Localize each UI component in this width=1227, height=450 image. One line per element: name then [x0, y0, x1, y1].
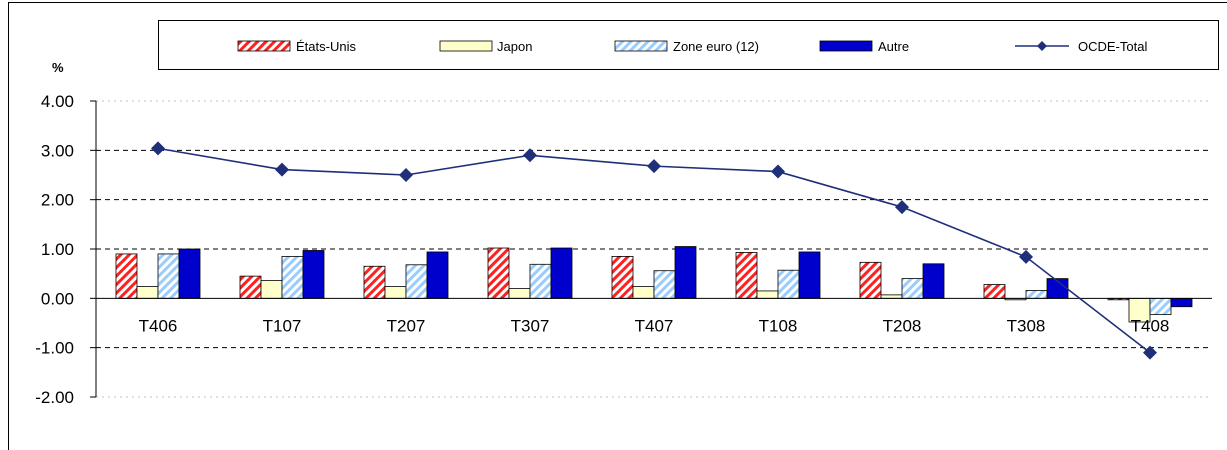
legend-label-ocde-total: OCDE-Total	[1078, 39, 1147, 54]
bar--tats-unis-t307	[487, 247, 510, 299]
point-ocde-total-t308	[1019, 249, 1033, 264]
point-ocde-total-t107	[275, 162, 289, 177]
y-tick-label: 3.00	[41, 141, 74, 160]
point-ocde-total-t108	[771, 164, 785, 179]
bar--tats-unis-t108	[735, 252, 758, 299]
bar-zone-euro-12-t406	[157, 253, 180, 299]
line-series	[151, 141, 1157, 360]
y-tick-label: -1.00	[35, 339, 74, 358]
y-tick-label: 2.00	[41, 191, 74, 210]
axes	[95, 101, 1212, 397]
bar-japon-t107	[260, 280, 283, 299]
bar-zone-euro-12-t408	[1149, 297, 1172, 316]
bar-autre-t406	[178, 248, 201, 299]
x-category-label: T208	[883, 316, 922, 335]
y-axis-unit-label: %	[52, 60, 64, 75]
legend-marker-ocde-total	[1037, 41, 1047, 51]
bar-zone-euro-12-t407	[653, 270, 676, 299]
x-category-label: T407	[635, 316, 674, 335]
x-category-label: T108	[759, 316, 798, 335]
x-category-label: T308	[1007, 316, 1046, 335]
bar-japon-t406	[136, 286, 159, 299]
bar-autre-t108	[798, 251, 821, 299]
point-ocde-total-t407	[647, 159, 661, 174]
x-category-label: T408	[1131, 316, 1170, 335]
bar-autre-t307	[550, 247, 573, 299]
gridlines	[96, 100, 1212, 398]
legend-swatch-japon	[439, 40, 493, 52]
point-ocde-total-t406	[151, 141, 165, 156]
bar--tats-unis-t406	[115, 253, 138, 299]
point-ocde-total-t408	[1143, 345, 1157, 360]
legend-swatch-zone-euro-12	[614, 40, 668, 52]
y-tick-label: 1.00	[41, 240, 74, 259]
legend-swatch--tats-unis	[237, 40, 291, 52]
bar-autre-t407	[674, 246, 697, 299]
bar-autre-t208	[922, 263, 945, 299]
bar--tats-unis-t208	[859, 261, 882, 299]
bars	[115, 246, 1193, 323]
bar-zone-euro-12-t207	[405, 264, 428, 299]
bar-zone-euro-12-t308	[1025, 290, 1048, 299]
legend-label--tats-unis: États-Unis	[296, 39, 356, 54]
x-category-label: T207	[387, 316, 426, 335]
y-tick-label: 0.00	[41, 289, 74, 308]
bar--tats-unis-t107	[239, 275, 262, 299]
bar-japon-t108	[756, 290, 779, 299]
bar-zone-euro-12-t208	[901, 278, 924, 299]
bar-autre-t408	[1170, 297, 1193, 308]
y-tick-label: 4.00	[41, 92, 74, 111]
bar--tats-unis-t407	[611, 255, 634, 299]
bar-japon-t207	[384, 286, 407, 299]
legend-label-zone-euro-12: Zone euro (12)	[673, 39, 759, 54]
bar-japon-t208	[880, 294, 903, 299]
y-axis-ticks: 4.00 3.00 2.00 1.00 0.00 -1.00 -2.00	[35, 92, 96, 407]
x-category-label: T307	[511, 316, 550, 335]
bar-zone-euro-12-t108	[777, 269, 800, 299]
point-ocde-total-t207	[399, 168, 413, 182]
chart-frame	[8, 2, 1227, 450]
x-category-label: T107	[263, 316, 302, 335]
legend-label-autre: Autre	[878, 39, 909, 54]
legend-label-japon: Japon	[497, 39, 532, 54]
y-tick-label: -2.00	[35, 388, 74, 407]
category-labels: T406 T107 T207 T307 T407 T108 T208 T308 T408	[139, 316, 1170, 335]
bar-zone-euro-12-t107	[281, 255, 304, 299]
bar-japon-t307	[508, 288, 531, 299]
x-category-label: T406	[139, 316, 178, 335]
legend-swatch-autre	[819, 40, 873, 52]
point-ocde-total-t208	[895, 200, 909, 215]
bar-japon-t407	[632, 286, 655, 299]
bar-zone-euro-12-t307	[529, 263, 552, 299]
bar--tats-unis-t207	[363, 265, 386, 299]
legend: États-Unis Japon Zone euro (12) Autre OCDE-T…	[237, 39, 1147, 54]
bar-autre-t207	[426, 251, 449, 299]
bar--tats-unis-t308	[983, 284, 1006, 299]
bar-autre-t107	[302, 250, 325, 299]
point-ocde-total-t307	[523, 148, 537, 163]
